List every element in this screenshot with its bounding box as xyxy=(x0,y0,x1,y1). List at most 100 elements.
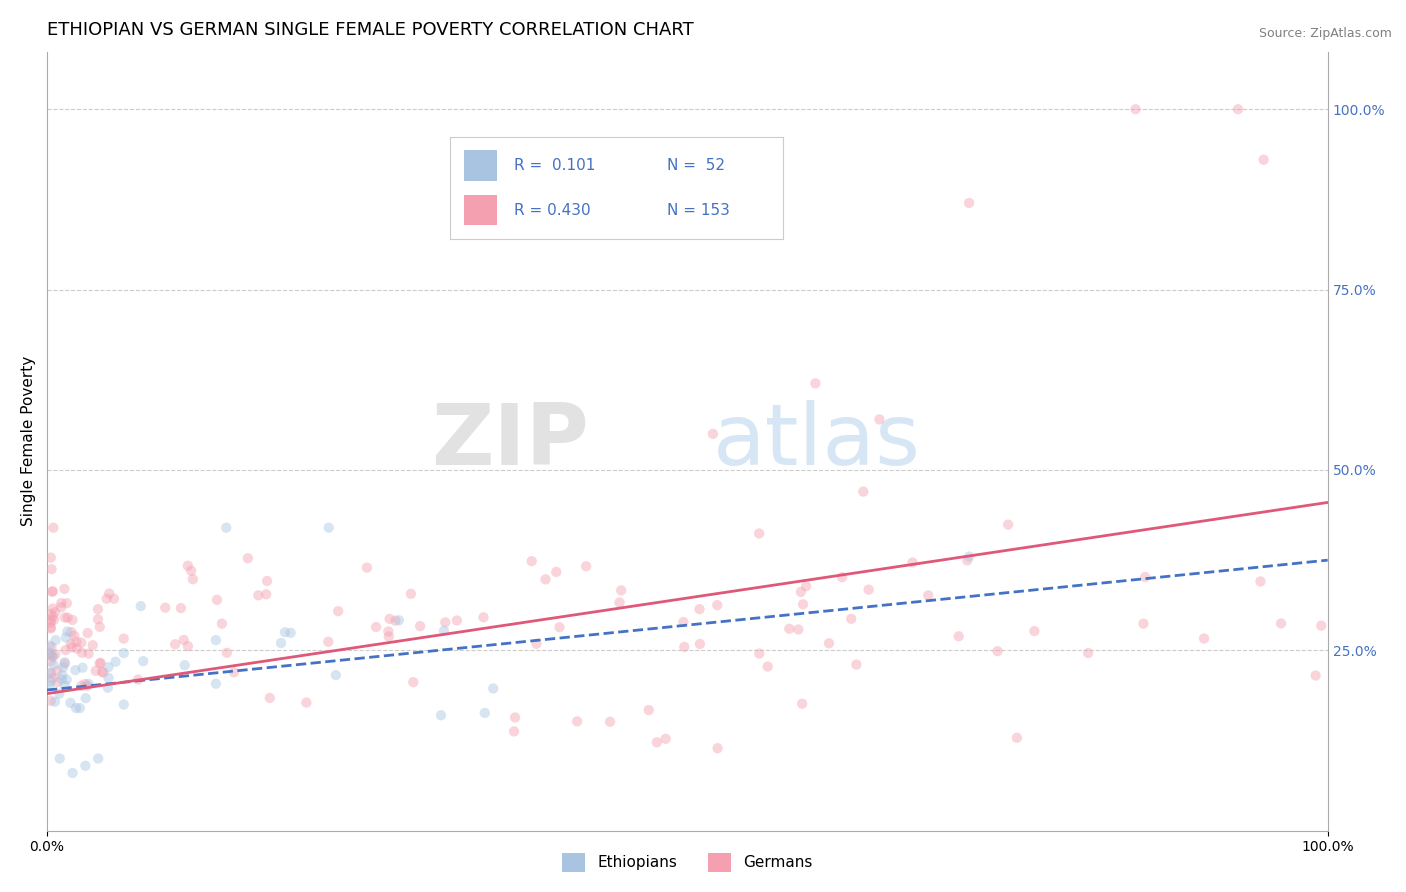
Point xyxy=(55,643,77,657)
Point xyxy=(77,647,100,661)
Point xyxy=(39,694,62,708)
Point xyxy=(956,553,979,567)
Point xyxy=(60,640,83,655)
Point xyxy=(53,657,76,671)
Point xyxy=(434,615,457,630)
Point xyxy=(756,659,779,673)
Point xyxy=(60,625,83,640)
Point xyxy=(748,647,770,661)
Point xyxy=(295,696,318,710)
Point xyxy=(48,751,70,765)
Point xyxy=(1253,153,1275,167)
Point xyxy=(706,741,728,756)
Point xyxy=(93,665,115,680)
Point xyxy=(42,584,65,599)
Point xyxy=(170,601,193,615)
Point xyxy=(70,679,93,693)
Point xyxy=(247,588,270,602)
Point xyxy=(384,614,406,628)
Point xyxy=(364,620,387,634)
Point xyxy=(868,412,890,426)
Point xyxy=(38,639,60,653)
Point xyxy=(53,656,76,670)
Point xyxy=(112,698,135,712)
Point xyxy=(575,559,598,574)
Point xyxy=(409,619,432,633)
Point xyxy=(378,612,401,626)
Point xyxy=(62,613,84,627)
Point xyxy=(44,695,66,709)
Point xyxy=(56,596,79,610)
Point xyxy=(794,579,817,593)
Point xyxy=(112,632,135,646)
Point xyxy=(839,612,862,626)
Point xyxy=(97,681,120,695)
Point xyxy=(599,714,621,729)
Point xyxy=(53,610,76,624)
Point xyxy=(637,703,659,717)
Point xyxy=(474,706,496,720)
Point xyxy=(89,620,111,634)
Point xyxy=(787,623,810,637)
Point xyxy=(482,681,505,696)
Point xyxy=(103,591,125,606)
Point xyxy=(548,620,571,634)
Point xyxy=(446,614,468,628)
Point xyxy=(318,521,340,535)
Point xyxy=(53,678,76,692)
Point xyxy=(82,638,104,652)
Point xyxy=(97,671,120,685)
Point xyxy=(1305,668,1327,682)
Point xyxy=(69,701,91,715)
Point xyxy=(96,591,118,606)
Point xyxy=(65,701,87,715)
Point xyxy=(852,484,875,499)
Point xyxy=(654,731,676,746)
Point xyxy=(280,625,302,640)
Point xyxy=(41,666,63,681)
Point xyxy=(402,675,425,690)
Point xyxy=(46,664,69,678)
Point xyxy=(53,582,76,596)
Point xyxy=(609,595,631,609)
Point xyxy=(56,624,79,639)
Point xyxy=(52,660,75,674)
Point xyxy=(181,572,204,586)
Point xyxy=(38,646,60,660)
Point xyxy=(236,551,259,566)
Point xyxy=(90,656,112,670)
Point xyxy=(87,612,110,626)
Point xyxy=(917,588,939,602)
Point xyxy=(46,675,69,690)
Point xyxy=(702,426,724,441)
Point xyxy=(520,554,543,568)
Point xyxy=(503,724,526,739)
Point xyxy=(38,679,60,693)
Point xyxy=(87,751,110,765)
Text: atlas: atlas xyxy=(713,400,921,483)
Point xyxy=(274,625,297,640)
Point xyxy=(42,601,65,615)
Point xyxy=(51,673,73,687)
Point xyxy=(129,599,152,614)
Point xyxy=(165,637,187,651)
Point xyxy=(1310,618,1333,632)
Point xyxy=(804,376,827,391)
Point xyxy=(41,671,63,685)
Point xyxy=(215,646,238,660)
Point xyxy=(59,637,82,651)
Point xyxy=(89,657,111,671)
Point xyxy=(62,766,84,780)
Point xyxy=(256,574,278,588)
Point xyxy=(38,665,60,680)
Point xyxy=(672,615,695,629)
Point xyxy=(39,613,62,627)
Point xyxy=(356,560,378,574)
Point xyxy=(155,600,177,615)
Point xyxy=(42,649,65,664)
Point xyxy=(41,584,63,599)
Point xyxy=(84,664,107,678)
Legend: Ethiopians, Germans: Ethiopians, Germans xyxy=(557,847,818,878)
Y-axis label: Single Female Poverty: Single Female Poverty xyxy=(21,356,35,526)
Point xyxy=(948,629,970,643)
